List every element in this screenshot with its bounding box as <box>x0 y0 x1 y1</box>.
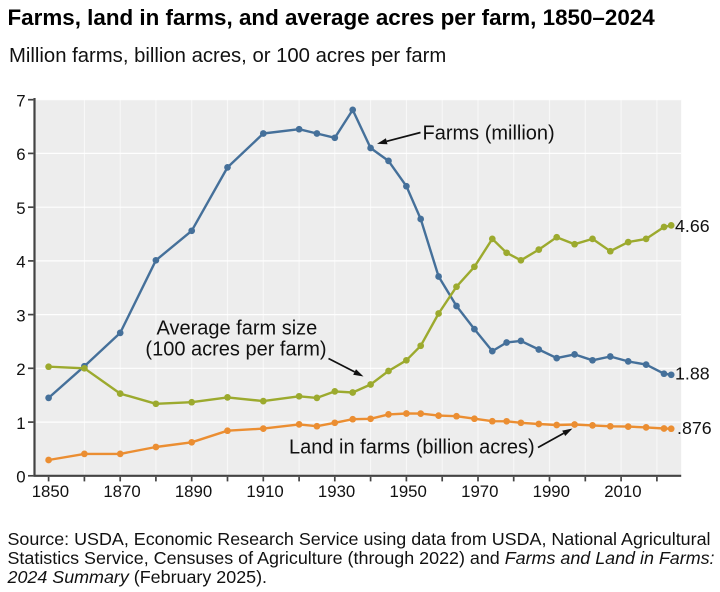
svg-text:2010: 2010 <box>604 482 641 501</box>
svg-text:Land in farms (billion acres): Land in farms (billion acres) <box>289 437 535 459</box>
svg-text:1890: 1890 <box>175 482 212 501</box>
svg-text:1: 1 <box>16 414 25 433</box>
svg-text:1910: 1910 <box>246 482 283 501</box>
svg-text:Average farm size: Average farm size <box>156 318 317 340</box>
svg-text:4: 4 <box>16 253 25 272</box>
svg-text:.876: .876 <box>677 418 712 438</box>
svg-text:7: 7 <box>16 92 25 111</box>
svg-text:3: 3 <box>16 306 25 325</box>
svg-text:1990: 1990 <box>533 482 570 501</box>
svg-text:1850: 1850 <box>32 482 69 501</box>
svg-text:1970: 1970 <box>461 482 498 501</box>
svg-text:6: 6 <box>16 145 25 164</box>
svg-text:Million farms, billion acres,: Million farms, billion acres, or 100 acr… <box>9 45 446 67</box>
svg-text:Source: USDA, Economic Researc: Source: USDA, Economic Research Service … <box>8 529 711 549</box>
svg-text:Farms (million): Farms (million) <box>423 123 555 145</box>
svg-text:1.88: 1.88 <box>675 364 710 384</box>
svg-text:1870: 1870 <box>103 482 140 501</box>
svg-text:1930: 1930 <box>318 482 355 501</box>
svg-text:Farms, land in farms, and aver: Farms, land in farms, and average acres … <box>8 5 656 30</box>
svg-text:(100 acres per farm): (100 acres per farm) <box>145 339 326 361</box>
svg-text:2: 2 <box>16 360 25 379</box>
svg-text:Statistics Service, Censuses o: Statistics Service, Censuses of Agricult… <box>8 548 715 568</box>
svg-text:4.66: 4.66 <box>675 216 710 236</box>
svg-text:5: 5 <box>16 199 25 218</box>
svg-text:0: 0 <box>16 468 25 487</box>
svg-text:2024 Summary (February 2025).: 2024 Summary (February 2025). <box>7 567 268 587</box>
svg-text:1950: 1950 <box>390 482 427 501</box>
